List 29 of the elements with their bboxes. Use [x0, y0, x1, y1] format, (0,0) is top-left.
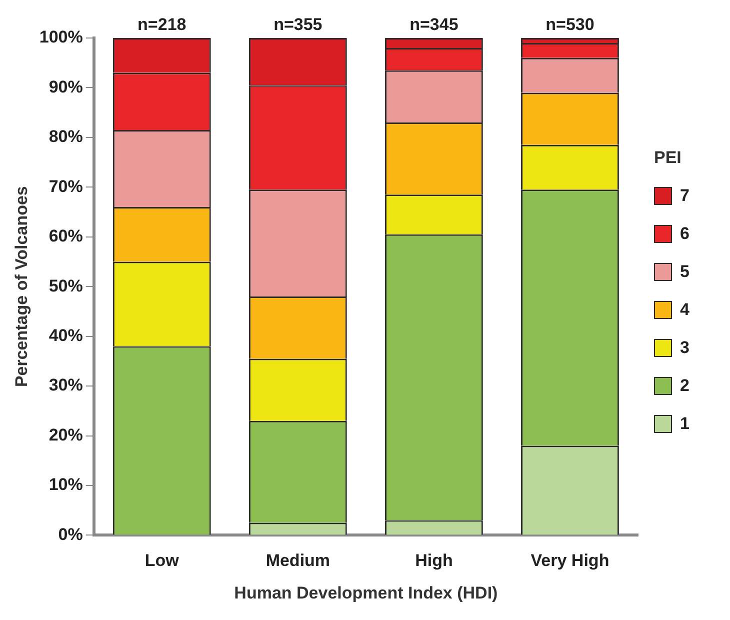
- x-tick-label: High: [415, 551, 453, 570]
- text: 2: [680, 376, 690, 396]
- legend-label: 7: [680, 186, 690, 206]
- legend-label: 1: [680, 414, 690, 434]
- y-tick-label: 0%: [58, 524, 83, 544]
- y-tick-label: 40%: [48, 326, 83, 346]
- y-tick-label: 80%: [48, 127, 83, 146]
- x-axis-title: Human Development Index (HDI): [234, 583, 498, 602]
- y-axis-title: Percentage of Volcanoes: [12, 186, 31, 388]
- legend-label: 4: [680, 300, 690, 320]
- y-tick-label: 30%: [48, 376, 83, 395]
- x-tick-label: Low: [144, 551, 180, 570]
- y-tick-label: 50%: [48, 276, 83, 296]
- y-tick-label: 100%: [39, 28, 83, 47]
- legend-title: PEI: [654, 148, 682, 168]
- y-tick-label: 60%: [48, 226, 83, 246]
- legend-label: 5: [680, 262, 690, 282]
- legend-label: 3: [680, 338, 690, 358]
- y-tick-label: 90%: [48, 77, 83, 96]
- annotation: n=218: [138, 15, 186, 34]
- annotation: n=345: [410, 15, 458, 34]
- annotation: n=530: [546, 15, 594, 34]
- y-tick-label: 70%: [48, 176, 83, 196]
- legend-label: 6: [680, 224, 690, 244]
- x-tick-label: Very High: [530, 551, 610, 570]
- x-tick-label: Medium: [266, 551, 330, 570]
- y-tick-label: 10%: [48, 475, 83, 494]
- annotation: n=355: [274, 15, 322, 34]
- y-tick-label: 20%: [48, 425, 83, 444]
